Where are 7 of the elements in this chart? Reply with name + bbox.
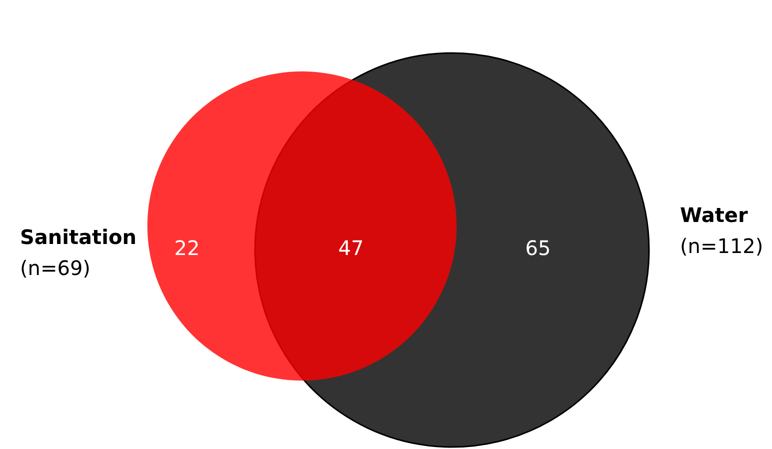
text: 65 — [525, 236, 551, 260]
data-label: (n=69) — [20, 256, 90, 280]
text: 47 — [338, 236, 364, 260]
category-label: Sanitation — [20, 225, 136, 249]
category-label: Water — [680, 203, 748, 227]
text: 22 — [174, 236, 200, 260]
data-label: (n=112) — [680, 234, 764, 258]
